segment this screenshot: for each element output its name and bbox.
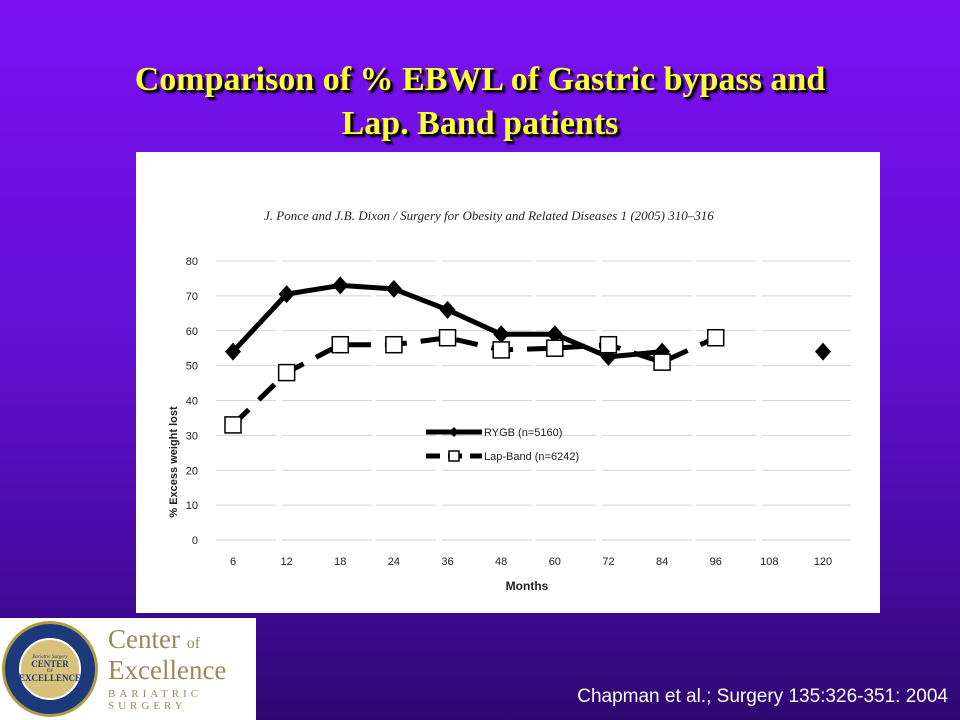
y-tick-label: 0: [192, 535, 198, 547]
x-tick-label: 24: [388, 556, 400, 568]
series-lines: [231, 282, 717, 427]
x-tick-label: 36: [441, 556, 453, 568]
chart-panel: J. Ponce and J.B. Dixon / Surgery for Ob…: [136, 152, 880, 613]
lap-band-point: [546, 339, 564, 357]
y-tick-label: 20: [186, 465, 198, 477]
logo-wordmark: Center of Excellence BARIATRIC SURGERY: [108, 624, 227, 713]
lap-band-point: [277, 363, 296, 382]
lap-band-point: [224, 416, 242, 434]
x-tick-label: 48: [495, 556, 507, 568]
y-tick-label: 50: [186, 361, 198, 373]
lap-band-point: [492, 341, 510, 359]
y-tick-label: 30: [186, 430, 198, 442]
y-axis-ticks: 0 10 20 30 40 50 60 70 80: [186, 256, 198, 547]
x-tick-label: 60: [549, 556, 561, 568]
y-tick-label: 10: [186, 500, 198, 512]
rygb-point: [225, 342, 241, 361]
asbs-seal: Bariatric Surgery CENTER OF EXCELLENCE: [2, 621, 98, 717]
x-tick-label: 96: [710, 556, 722, 568]
chart-legend: RYGB (n=5160) Lap-Band (n=6242): [426, 427, 579, 463]
legend-label: RYGB (n=5160): [484, 427, 562, 439]
lap-band-point: [438, 328, 457, 347]
legend-marker-square: [448, 450, 460, 462]
y-tick-label: 40: [186, 396, 198, 408]
ebwl-line-chart: J. Ponce and J.B. Dixon / Surgery for Ob…: [168, 208, 851, 593]
legend-label: Lap-Band (n=6242): [484, 451, 579, 463]
x-axis-ticks: 6 12 18 24 36 48 60 72 84 96 108 120: [230, 556, 832, 568]
slide-title: Comparison of % EBWL of Gastric bypass a…: [40, 58, 920, 146]
citation: Chapman et al.; Surgery 135:326-351: 200…: [577, 686, 948, 707]
rygb-point: [493, 325, 510, 344]
y-tick-label: 80: [186, 256, 198, 268]
chart-source-note: J. Ponce and J.B. Dixon / Surgery for Ob…: [264, 208, 714, 223]
center-of-excellence-logo: Bariatric Surgery CENTER OF EXCELLENCE C…: [0, 618, 256, 720]
lap-band-point: [385, 335, 403, 354]
x-tick-label: 72: [602, 556, 614, 568]
series-markers: [224, 276, 831, 434]
rygb-point: [385, 279, 402, 298]
x-tick-label: 120: [814, 556, 832, 568]
legend-marker-diamond: [449, 427, 459, 437]
rygb-point: [815, 342, 831, 361]
chart-gridlines: [216, 260, 851, 541]
x-tick-label: 12: [281, 556, 293, 568]
lap-band-point: [706, 328, 725, 347]
y-axis-label: % Excess weight lost: [168, 406, 180, 518]
x-axis-label: Months: [506, 579, 549, 593]
x-tick-label: 6: [230, 556, 236, 568]
x-tick-label: 18: [334, 556, 346, 568]
y-tick-label: 60: [186, 326, 198, 338]
rygb-point: [546, 325, 563, 344]
series-line-lap-band: [231, 335, 717, 427]
rygb-point: [278, 285, 295, 304]
lap-band-point: [653, 353, 671, 371]
lap-band-point: [599, 335, 618, 354]
rygb-point: [332, 276, 349, 295]
lap-band-point: [331, 335, 350, 354]
x-tick-label: 84: [656, 556, 668, 568]
slide-title-line-2: Lap. Band patients: [341, 105, 619, 142]
rygb-point: [439, 300, 456, 319]
x-tick-label: 108: [760, 556, 778, 568]
y-tick-label: 70: [186, 291, 198, 303]
slide-title-line-1: Comparison of % EBWL of Gastric bypass a…: [134, 61, 826, 98]
